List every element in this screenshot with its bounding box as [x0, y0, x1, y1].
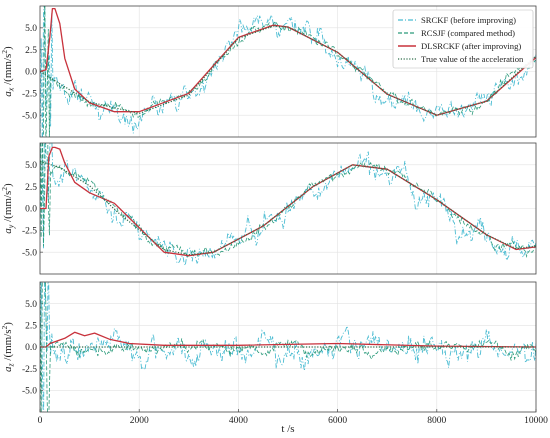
x-tick-label: 8000: [427, 416, 446, 426]
y-tick-label: 5.0: [25, 24, 37, 34]
panel-y: 5.0 2.5 0.0 -2.5 -5.0 ay /(mm/s2): [0, 142, 537, 275]
x-axis-label: t /s: [281, 423, 294, 435]
series-dlsrckf-line: [40, 7, 536, 116]
series-rcsjf-line: [40, 143, 536, 259]
y-tick-label: -5.0: [22, 248, 37, 258]
y-tick-label: 5.0: [25, 161, 37, 171]
x-tick-label: 2000: [130, 416, 149, 426]
series-rcsjf-line: [40, 282, 536, 412]
panel-frame: [39, 142, 537, 275]
legend-label: True value of the acceleration: [421, 54, 524, 64]
legend-label: DLSRCKF (after improving): [421, 41, 521, 51]
y-tick-label: 2.5: [25, 183, 37, 193]
panel-frame: [39, 5, 537, 138]
y-axis-label: az /(mm/s2): [0, 322, 16, 372]
y-tick-label: 0.0: [25, 68, 37, 78]
x-tick-label: 10000: [524, 416, 548, 426]
legend-label: SRCKF (before improving): [421, 15, 516, 25]
x-axis-ticks: 0 2000 4000 6000 8000 10000: [38, 409, 548, 426]
panel-z: 5.0 2.5 0.0 -2.5 -5.0 az /(mm/s2): [0, 281, 537, 413]
series-srckf-line: [40, 6, 536, 137]
chart-panels: 5.0 2.5 0.0 -2.5 -5.0 ax /(mm/s2) 5.0 2.5 0.0 -2.…: [0, 5, 537, 413]
x-tick-label: 4000: [229, 416, 248, 426]
series-dlsrckf-line: [40, 331, 536, 348]
y-tick-label: 2.5: [25, 46, 37, 56]
y-tick-label: 5.0: [25, 300, 37, 310]
panel-frame: [39, 281, 537, 413]
series-truth-line: [40, 25, 536, 116]
y-tick-label: 2.5: [25, 322, 37, 332]
panel-x: 5.0 2.5 0.0 -2.5 -5.0 ax /(mm/s2): [0, 5, 537, 138]
y-axis-label: ay /(mm/s2): [0, 183, 16, 234]
series-dlsrckf-line: [40, 146, 536, 257]
legend-box: [392, 9, 534, 69]
x-tick-label: 0: [38, 416, 43, 426]
series-truth-line: [40, 160, 536, 256]
y-tick-label: -5.0: [22, 387, 37, 397]
y-axis-label: ax /(mm/s2): [0, 46, 16, 97]
series-srckf-line: [40, 143, 536, 268]
y-tick-label: 0.0: [25, 205, 37, 215]
legend: SRCKF (before improving) RCSJF (compared …: [392, 9, 534, 69]
y-tick-label: -2.5: [22, 227, 37, 237]
legend-label: RCSJF (compared method): [421, 28, 515, 38]
y-tick-label: -2.5: [22, 90, 37, 100]
y-tick-label: -5.0: [22, 111, 37, 121]
y-tick-label: 0.0: [25, 343, 37, 353]
x-tick-label: 6000: [328, 416, 347, 426]
y-tick-label: -2.5: [22, 365, 37, 375]
